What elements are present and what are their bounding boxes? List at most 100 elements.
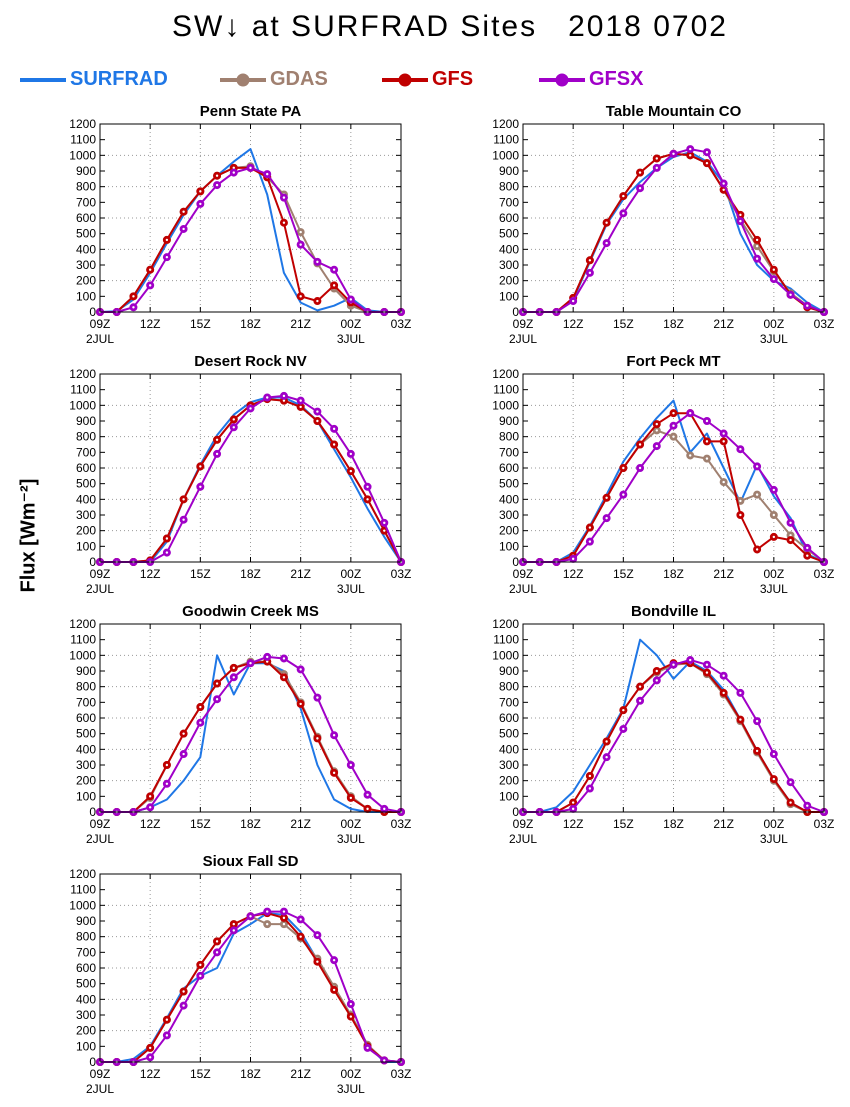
y-tick-label: 1200 xyxy=(69,617,96,631)
point-center-gfsx xyxy=(588,271,592,275)
y-tick-label: 100 xyxy=(76,539,96,553)
x-tick-label: 15Z xyxy=(613,317,634,331)
point-center-gfs xyxy=(755,548,759,551)
legend-swatch-gfs xyxy=(382,73,428,87)
x-tick-label: 00Z xyxy=(340,1067,361,1081)
plot-frame xyxy=(99,123,402,313)
x-date-label: 3JUL xyxy=(337,332,365,346)
point-center-gfsx xyxy=(755,257,759,260)
panel-title: Desert Rock NV xyxy=(194,353,307,370)
y-tick-label: 600 xyxy=(76,211,96,225)
point-center-gfsx xyxy=(266,655,269,659)
point-center-gfs xyxy=(332,771,336,775)
point-center-gfsx xyxy=(689,147,692,151)
point-center-gfsx xyxy=(349,1002,353,1006)
y-tick-label: 100 xyxy=(76,1039,96,1053)
x-tick-label: 12Z xyxy=(140,567,161,581)
point-center-gfs xyxy=(605,221,608,224)
y-tick-label: 300 xyxy=(76,1008,96,1022)
y-tick-label: 700 xyxy=(76,445,96,459)
point-center-gfs xyxy=(316,299,319,303)
x-tick-label: 00Z xyxy=(340,317,361,331)
x-tick-label: 15Z xyxy=(190,817,211,831)
panel-title: Goodwin Creek MS xyxy=(182,603,319,620)
x-date-label: 2JUL xyxy=(86,1082,114,1096)
x-tick-label: 03Z xyxy=(814,567,835,581)
y-tick-label: 1000 xyxy=(492,398,519,412)
series-line-gfsx xyxy=(523,148,825,313)
y-tick-label: 1100 xyxy=(493,383,519,397)
y-tick-label: 500 xyxy=(76,727,96,741)
y-tick-label: 500 xyxy=(499,477,519,491)
title-date: 2018 0702 xyxy=(568,10,728,43)
legend-label-gfsx: GFSX xyxy=(589,68,644,90)
y-tick-label: 900 xyxy=(76,664,96,678)
x-tick-label: 15Z xyxy=(190,317,211,331)
point-center-gfs xyxy=(182,990,185,993)
point-center-gfsx xyxy=(199,721,202,724)
x-tick-label: 03Z xyxy=(391,567,412,581)
point-center-gfs xyxy=(299,935,302,938)
point-center-gfs xyxy=(282,916,286,920)
point-center-gfs xyxy=(772,268,776,271)
point-center-gfsx xyxy=(571,299,575,303)
point-center-gfs xyxy=(199,705,202,709)
point-center-gdas xyxy=(755,245,759,248)
x-date-label: 2JUL xyxy=(509,832,537,846)
x-tick-label: 00Z xyxy=(763,317,784,331)
point-center-gfs xyxy=(165,763,169,767)
point-center-gfs xyxy=(789,538,792,542)
x-date-label: 3JUL xyxy=(337,582,365,596)
point-center-gfs xyxy=(199,190,202,193)
x-tick-label: 12Z xyxy=(140,1067,161,1081)
y-tick-label: 1100 xyxy=(493,133,519,147)
point-center-gfs xyxy=(655,422,658,426)
point-center-gdas xyxy=(672,435,675,438)
y-tick-label: 900 xyxy=(499,414,519,428)
point-center-gfsx xyxy=(249,661,252,665)
point-center-gfs xyxy=(282,399,286,402)
point-center-gfs xyxy=(638,685,642,688)
point-center-gdas xyxy=(689,454,692,457)
point-center-gfsx xyxy=(622,493,625,496)
point-center-gfs xyxy=(655,669,658,673)
point-center-gfs xyxy=(232,666,235,670)
y-tick-label: 0 xyxy=(512,305,519,319)
point-center-gfs xyxy=(605,496,608,499)
x-tick-label: 09Z xyxy=(90,817,111,831)
y-tick-label: 900 xyxy=(499,664,519,678)
plot-frame xyxy=(522,623,825,813)
point-center-gfs xyxy=(332,443,336,446)
point-center-gfsx xyxy=(672,424,675,427)
x-tick-label: 15Z xyxy=(190,567,211,581)
x-tick-label: 09Z xyxy=(513,317,534,331)
y-tick-label: 500 xyxy=(76,227,96,241)
point-center-gfsx xyxy=(571,557,575,561)
legend-swatch-gfsx xyxy=(539,73,585,87)
y-tick-label: 400 xyxy=(76,492,96,506)
figure-title: SW↓ at SURFRAD Sites 2018 0702 xyxy=(0,10,850,44)
point-center-gfs xyxy=(588,774,592,778)
point-center-gdas xyxy=(282,922,286,926)
point-center-gfsx xyxy=(215,951,219,954)
x-tick-label: 18Z xyxy=(663,317,684,331)
point-center-gfsx xyxy=(806,804,809,807)
point-center-gfsx xyxy=(232,676,235,679)
y-tick-label: 200 xyxy=(499,274,519,288)
point-center-gdas xyxy=(655,429,658,432)
y-tick-label: 300 xyxy=(499,758,519,772)
y-tick-label: 0 xyxy=(89,305,96,319)
point-center-gfsx xyxy=(249,915,252,918)
y-tick-label: 300 xyxy=(76,758,96,772)
x-tick-label: 00Z xyxy=(340,567,361,581)
point-center-gfs xyxy=(722,440,725,443)
y-tick-label: 1200 xyxy=(492,617,519,631)
y-tick-label: 1200 xyxy=(492,367,519,381)
point-center-gfs xyxy=(182,732,185,735)
y-tick-label: 200 xyxy=(499,774,519,788)
point-center-gfs xyxy=(571,801,575,804)
point-center-gfsx xyxy=(638,699,642,702)
